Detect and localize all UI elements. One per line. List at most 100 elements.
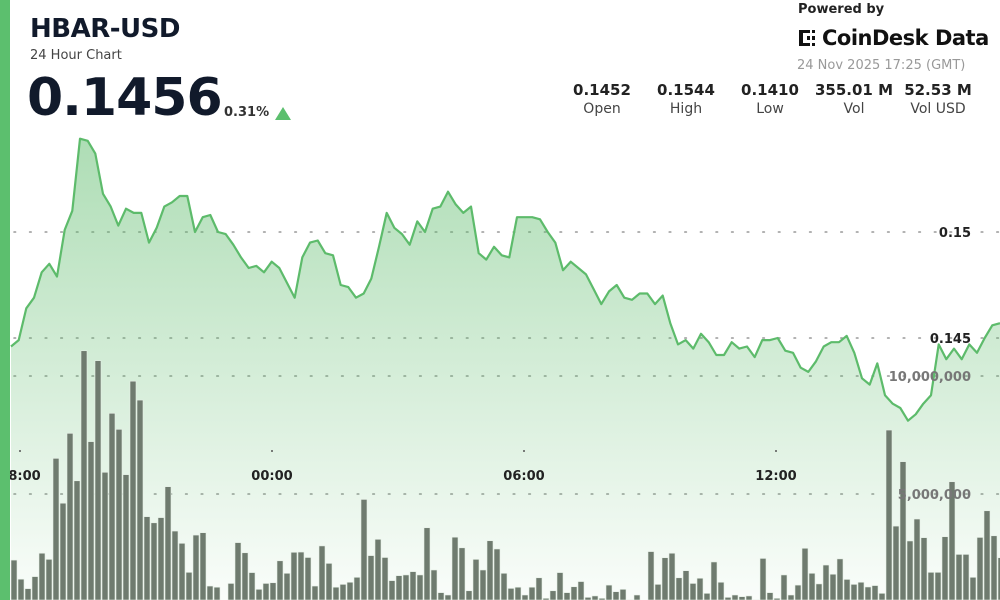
- volume-bar: [934, 572, 942, 600]
- volume-bar: [164, 486, 172, 600]
- volume-bar: [276, 560, 284, 600]
- volume-bar: [661, 557, 669, 600]
- volume-bar: [157, 517, 165, 600]
- time-tick-mark: [523, 450, 525, 452]
- volume-bar: [297, 551, 305, 600]
- volume-bar: [122, 474, 130, 600]
- volume-bar: [227, 583, 235, 600]
- price-line: [10, 137, 1000, 422]
- volume-bar: [52, 458, 60, 600]
- stat-value: 0.1544: [657, 81, 715, 99]
- volume-bar: [913, 518, 921, 600]
- volume-bar: [402, 574, 410, 600]
- volume-bar: [927, 572, 935, 600]
- time-axis-label: 06:00: [503, 469, 544, 484]
- volume-bar: [759, 558, 767, 600]
- volume-bar: [409, 571, 417, 600]
- powered-by-label: Powered by: [798, 2, 885, 17]
- volume-bar: [444, 594, 452, 600]
- volume-bar: [206, 585, 214, 600]
- volume-bar: [906, 540, 914, 600]
- volume-bar: [353, 577, 361, 600]
- volume-bar: [843, 579, 851, 600]
- volume-bar: [605, 584, 613, 600]
- volume-bar: [773, 598, 781, 600]
- volume-bar: [213, 586, 221, 600]
- time-tick-mark: [775, 450, 777, 452]
- brand-name: CoinDesk Data: [822, 26, 989, 50]
- axis-labels: 0.15 0.145 10,000,000 5,000,000 18:00 00:00 06…: [0, 226, 971, 503]
- volume-bar: [94, 360, 102, 600]
- pair-title: HBAR-USD: [30, 14, 180, 44]
- volume-bar: [892, 525, 900, 600]
- volume-bar: [150, 522, 158, 600]
- volume-bar: [437, 592, 445, 600]
- volume-bar: [794, 584, 802, 600]
- volume-bar: [500, 572, 508, 600]
- volume-bar: [969, 577, 977, 600]
- up-arrow-icon: [275, 107, 291, 120]
- volume-bar: [801, 547, 809, 600]
- volume-bar: [136, 399, 144, 600]
- volume-bar: [171, 530, 179, 600]
- time-axis-label: 12:00: [755, 469, 796, 484]
- volume-bar: [101, 471, 109, 600]
- price-change: 0.31%: [224, 105, 270, 120]
- volume-bar: [577, 581, 585, 600]
- volume-bar: [696, 577, 704, 600]
- stat-value: 355.01 M: [814, 81, 894, 99]
- volume-bar: [920, 537, 928, 600]
- volume-bar: [458, 547, 466, 600]
- volume-bar: [514, 586, 522, 600]
- stat-high: 0.1544 High: [644, 81, 728, 117]
- volume-bar: [129, 380, 137, 600]
- volume-bar: [647, 551, 655, 600]
- volume-bar: [318, 545, 326, 600]
- volume-bar: [311, 585, 319, 600]
- volume-bar: [682, 570, 690, 600]
- volume-bar: [780, 574, 788, 600]
- volume-bar: [528, 586, 536, 600]
- volume-bar: [871, 585, 879, 600]
- stat-vol-usd: 52.53 M Vol USD: [896, 81, 980, 117]
- volume-bar: [815, 583, 823, 600]
- volume-bar: [199, 532, 207, 600]
- volume-bar: [262, 583, 270, 600]
- volume-bar: [416, 574, 424, 600]
- volume-bar: [745, 595, 753, 600]
- volume-bar: [304, 557, 312, 600]
- volume-bar: [465, 590, 473, 600]
- volume-bar: [717, 581, 725, 600]
- volume-bar: [283, 572, 291, 600]
- volume-bar: [857, 581, 865, 600]
- time-tick-mark: [271, 450, 273, 452]
- volume-bar: [507, 588, 515, 600]
- stat-label: Low: [756, 101, 784, 117]
- volume-bars: [10, 350, 1000, 600]
- volume-bar: [430, 569, 438, 600]
- volume-bar: [829, 573, 837, 600]
- time-axis-label: 00:00: [251, 469, 292, 484]
- volume-bar: [633, 594, 641, 600]
- volume-bar: [269, 582, 277, 600]
- volume-bar: [290, 551, 298, 600]
- volume-bar: [255, 589, 263, 600]
- volume-bar: [360, 499, 368, 600]
- volume-bar: [878, 593, 886, 600]
- volume-bar: [808, 572, 816, 600]
- volume-bar: [367, 555, 375, 600]
- volume-bar: [73, 480, 81, 600]
- volume-bar: [178, 543, 186, 600]
- volume-bar: [10, 559, 18, 600]
- volume-bar: [535, 577, 543, 600]
- volume-bar: [332, 586, 340, 600]
- volume-bar: [619, 589, 627, 600]
- volume-bar: [346, 581, 354, 600]
- stat-label: High: [669, 101, 703, 117]
- volume-bar: [66, 433, 74, 600]
- stat-value: 52.53 M: [904, 81, 972, 99]
- volume-bar: [738, 596, 746, 600]
- volume-bar: [248, 572, 256, 600]
- volume-bar: [955, 554, 963, 600]
- volume-bar: [864, 586, 872, 600]
